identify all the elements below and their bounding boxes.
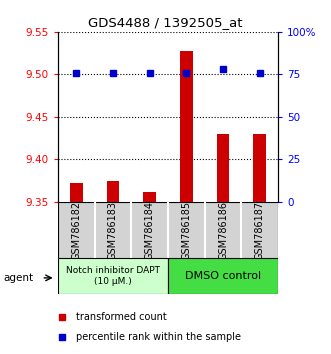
Text: GSM786186: GSM786186 [218,201,228,259]
Text: GSM786183: GSM786183 [108,201,118,259]
Bar [70,183,83,202]
Text: Notch inhibitor DAPT
(10 μM.): Notch inhibitor DAPT (10 μM.) [66,267,160,286]
Text: percentile rank within the sample: percentile rank within the sample [75,332,241,342]
Text: GSM786182: GSM786182 [71,200,81,260]
Bar [168,258,278,294]
Bar [58,258,168,294]
Text: GSM786187: GSM786187 [255,200,265,260]
Bar [143,192,156,202]
Text: DMSO control: DMSO control [185,271,261,281]
Text: GSM786185: GSM786185 [181,200,191,260]
Bar [216,134,229,202]
Bar [180,51,193,202]
Text: GDS4488 / 1392505_at: GDS4488 / 1392505_at [88,16,243,29]
Bar [253,134,266,202]
Text: agent: agent [3,273,33,283]
Text: GSM786184: GSM786184 [145,201,155,259]
Text: transformed count: transformed count [75,312,166,322]
Bar [107,181,119,202]
